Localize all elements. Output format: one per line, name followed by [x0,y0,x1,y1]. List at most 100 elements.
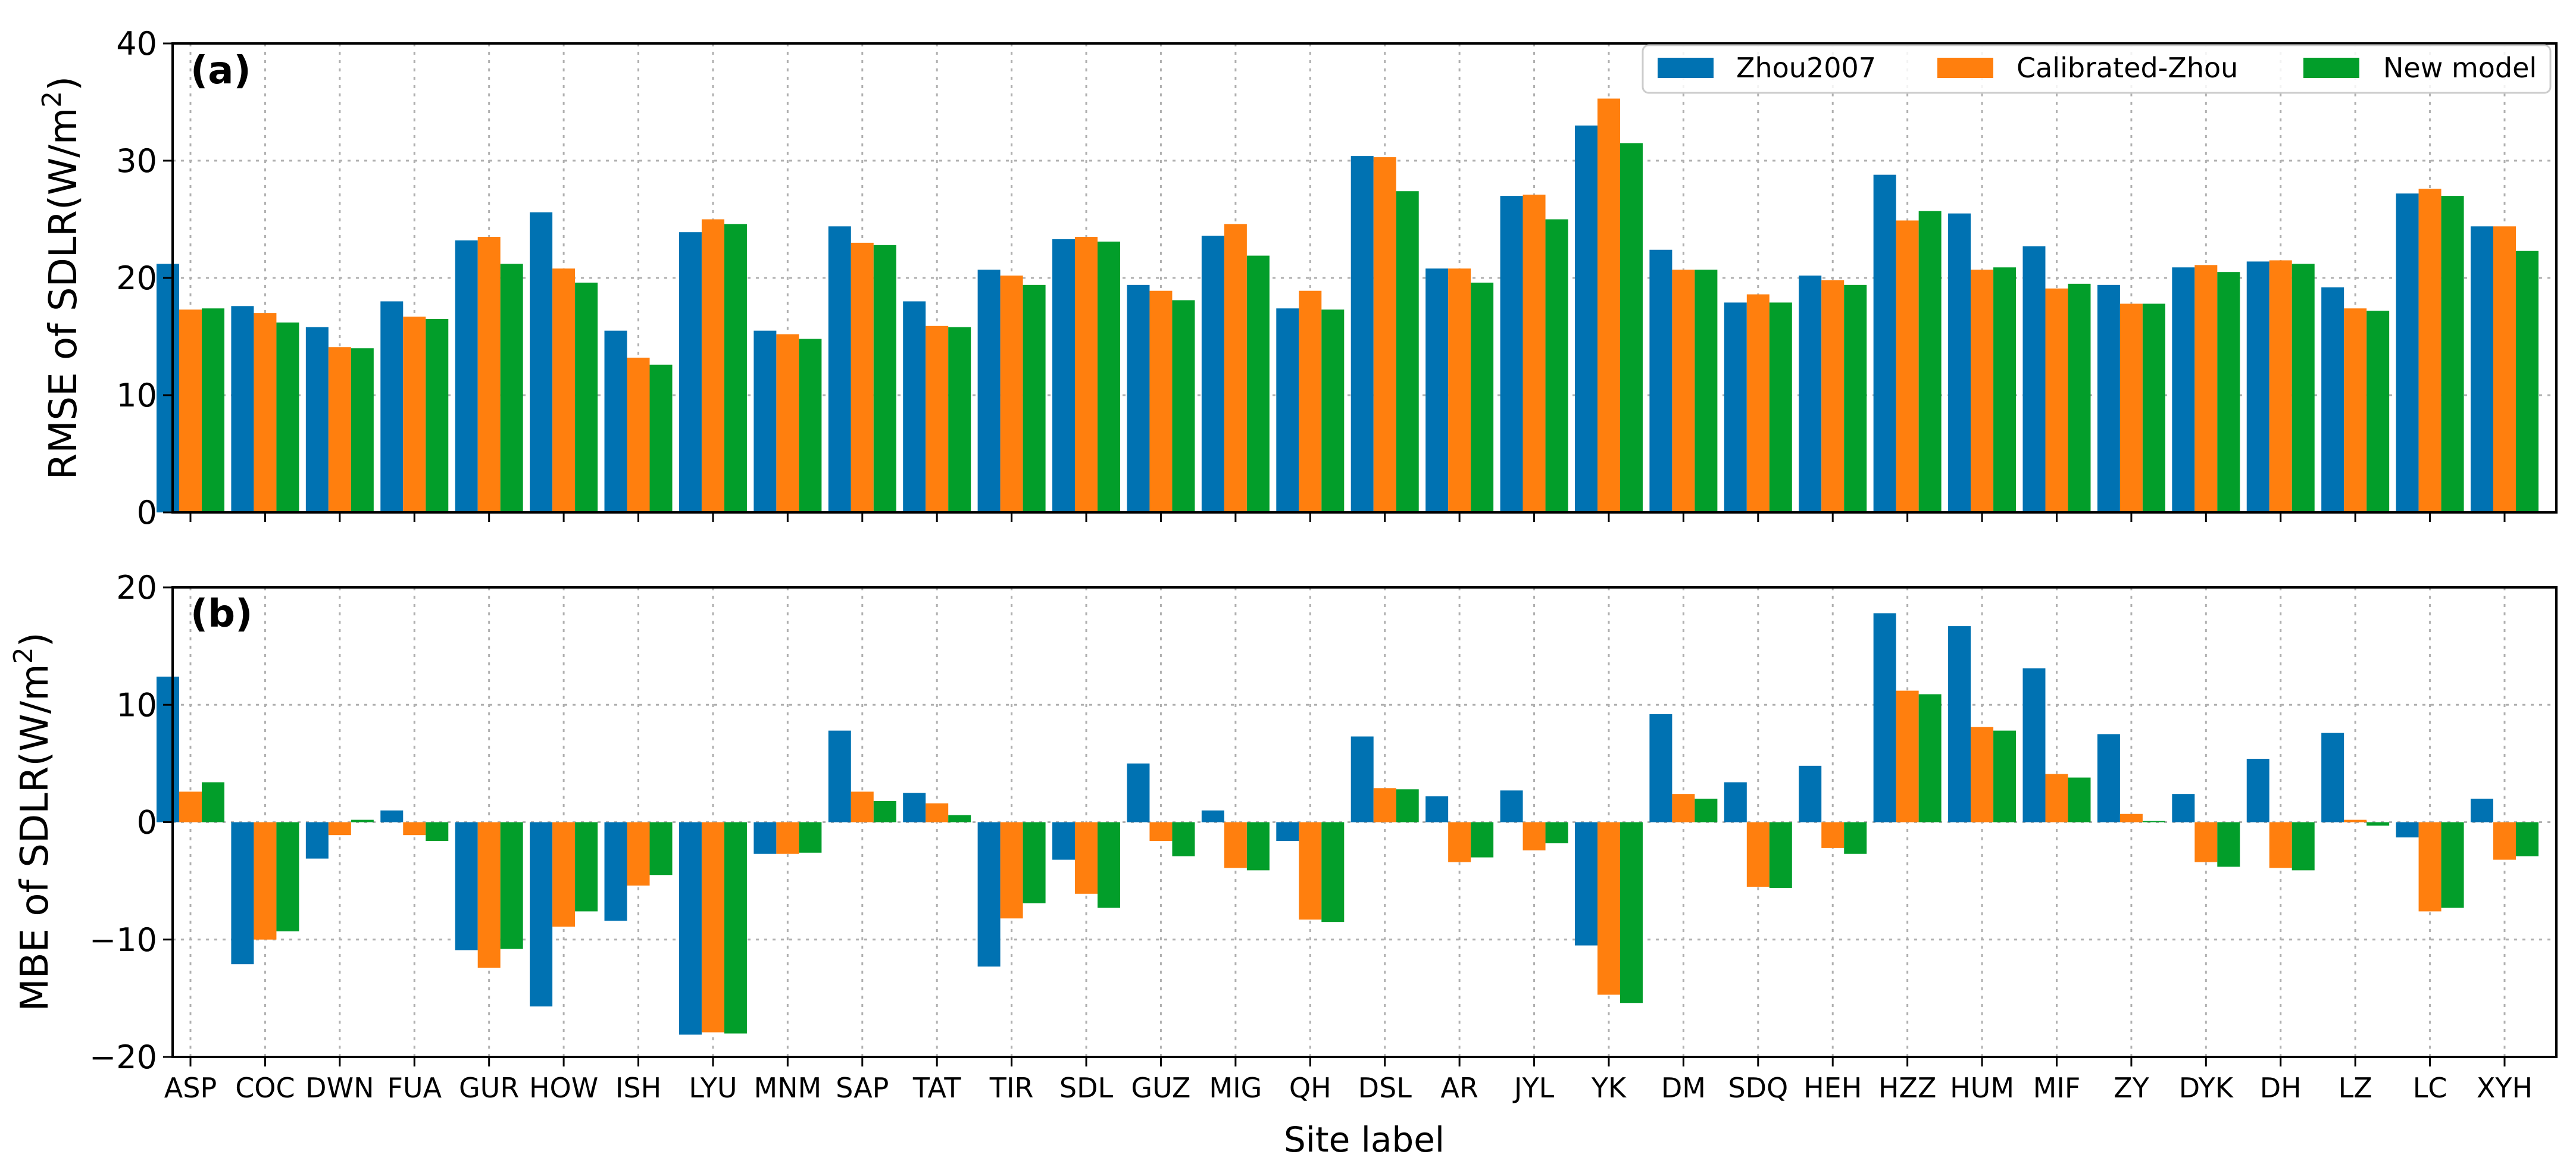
x-axis-ticks-a [189,512,2506,522]
bar-b-calibrated-zhou-how [552,822,576,927]
bar-a-new-model-mig [1246,255,1270,512]
bar-b-zhou2007-gur [455,822,478,950]
bar-a-new-model-gur [500,264,523,512]
bar-b-calibrated-zhou-zy [2119,814,2143,822]
bar-b-zhou2007-fua [380,810,404,822]
bar-a-zhou2007-hum [1948,213,1971,512]
x-tick-label-dh: DH [2260,1072,2302,1104]
bar-b-zhou2007-yk [1574,822,1598,946]
bar-a-calibrated-zhou-tir [1000,276,1023,512]
bar-b-zhou2007-dsl [1350,736,1374,822]
bar-b-new-model-guz [1172,822,1195,856]
bar-a-new-model-sdq [1769,302,1792,512]
bar-a-calibrated-zhou-tat [926,326,949,512]
bar-b-calibrated-zhou-mnm [776,822,799,854]
x-tick-label-tir: TIR [989,1072,1034,1104]
bar-b-zhou2007-qh [1276,822,1299,842]
bar-b-calibrated-zhou-dsl [1373,788,1396,822]
bar-a-calibrated-zhou-mif [2045,288,2068,512]
panel-b: −20 −10 0 10 20 ASP COC DWN FUA GUR HOW ISH LYU MNM S… [8,569,2558,1160]
bar-a-new-model-mnm [799,339,822,512]
x-tick-label-guz: GUZ [1131,1072,1190,1104]
bar-a-calibrated-zhou-ish [627,357,650,512]
bar-b-calibrated-zhou-ish [627,822,650,886]
y-axis-label-a: RMSE of SDLR(W/m2) [37,76,86,480]
bar-b-calibrated-zhou-lyu [701,822,724,1033]
bar-b-calibrated-zhou-mif [2045,774,2068,822]
bar-b-zhou2007-ar [1425,796,1449,822]
bar-a-calibrated-zhou-asp [179,309,202,512]
x-tick-label-xyh: XYH [2477,1072,2533,1104]
bar-b-new-model-sdq [1769,822,1792,888]
bar-a-calibrated-zhou-hzz [1896,220,1919,512]
bar-a-zhou2007-tir [977,270,1001,512]
bar-a-zhou2007-mif [2022,246,2046,512]
bar-a-calibrated-zhou-yk [1597,98,1620,513]
x-tick-label-zy: ZY [2114,1072,2150,1104]
bar-b-new-model-dyk [2217,822,2240,867]
bar-b-new-model-lc [2441,822,2464,908]
bar-a-calibrated-zhou-sdl [1075,237,1098,512]
x-tick-label-dm: DM [1661,1072,1706,1104]
bar-b-new-model-lyu [724,822,747,1034]
bar-b-zhou2007-hzz [1873,613,1896,822]
bar-a-calibrated-zhou-jyl [1523,195,1546,512]
bar-a-zhou2007-qh [1276,308,1299,512]
bar-a-new-model-fua [426,318,449,512]
bar-a-zhou2007-tat [903,301,926,512]
x-tick-label-lc: LC [2413,1072,2447,1104]
bar-a-calibrated-zhou-hum [1971,270,1994,512]
x-tick-label-asp: ASP [164,1072,217,1104]
bar-a-zhou2007-ish [604,330,627,512]
bar-b-new-model-dm [1695,799,1718,822]
x-tick-label-lyu: LYU [689,1072,737,1104]
x-tick-label-dwn: DWN [305,1072,374,1104]
bar-a-zhou2007-yk [1574,125,1598,512]
bar-b-zhou2007-dm [1649,714,1672,822]
bar-a-new-model-dsl [1396,191,1419,513]
y-axis-label-b: MBE of SDLR(W/m2) [8,632,57,1011]
bar-a-new-model-dh [2291,264,2315,512]
bar-a-zhou2007-hzz [1873,174,1896,512]
bar-b-new-model-dh [2291,822,2315,871]
bar-a-zhou2007-sap [828,226,851,512]
bar-a-new-model-sdl [1098,241,1121,512]
bar-a-zhou2007-gur [455,240,478,512]
bar-a-zhou2007-mnm [754,330,777,512]
bar-b-new-model-dsl [1396,789,1419,822]
bar-b-new-model-how [575,822,598,912]
y-axis-ticks-a: 0 10 20 30 40 [116,25,173,531]
bar-a-new-model-xyh [2516,251,2539,512]
bar-a-new-model-qh [1321,309,1345,512]
panel-a: 0 10 20 30 40 (a) RMSE of SDLR(W/m2) Zhou200… [37,25,2558,531]
bar-b-zhou2007-lyu [679,822,702,1035]
legend: Zhou2007 Calibrated-Zhou New model [1642,44,2552,94]
bar-a-calibrated-zhou-sdq [1746,294,1770,512]
bar-a-zhou2007-coc [231,306,254,512]
bar-a-new-model-ish [649,364,673,512]
bar-b-zhou2007-heh [1799,765,1822,822]
bar-a-zhou2007-heh [1799,276,1822,512]
legend-frame [1642,44,2552,94]
x-tick-label-dsl: DSL [1358,1072,1412,1104]
bar-b-new-model-mnm [799,822,822,853]
bar-b-new-model-tir [1023,822,1046,903]
bar-a-new-model-guz [1172,300,1195,512]
bar-b-calibrated-zhou-jyl [1523,822,1546,850]
bar-b-new-model-xyh [2516,822,2539,856]
bar-b-new-model-jyl [1545,822,1568,844]
bar-a-zhou2007-fua [380,301,404,512]
bar-a-calibrated-zhou-dsl [1373,157,1396,513]
bar-b-calibrated-zhou-dm [1672,794,1695,822]
x-tick-label-coc: COC [235,1072,295,1104]
y-tick-label: −10 [89,921,157,959]
y-tick-label: 10 [116,377,157,414]
bar-a-new-model-mif [2068,283,2091,512]
legend-swatch-new-model [2303,58,2359,78]
bar-b-new-model-heh [1844,822,1867,854]
bar-a-zhou2007-sdq [1724,302,1747,512]
bar-a-new-model-jyl [1545,219,1568,512]
x-tick-label-heh: HEH [1803,1072,1862,1104]
bar-a-zhou2007-ar [1425,268,1449,512]
